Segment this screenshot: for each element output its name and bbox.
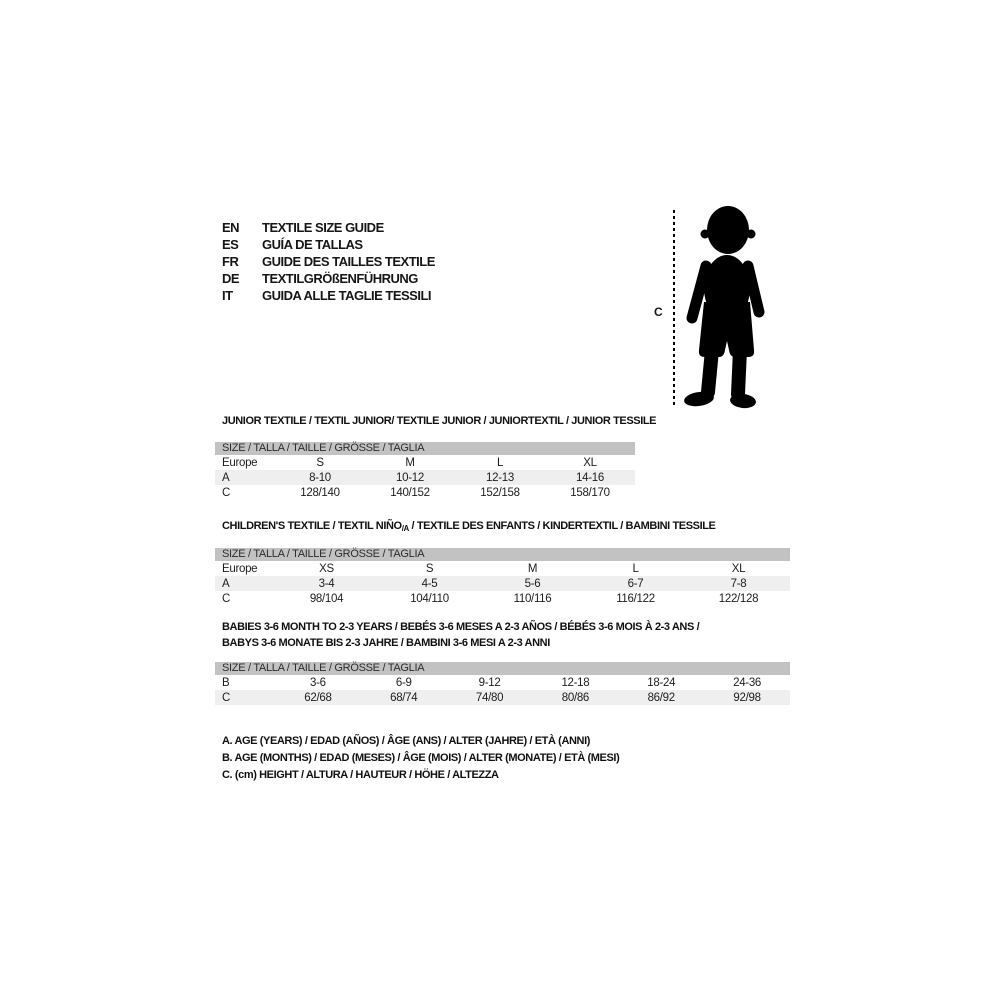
size-cell: L xyxy=(496,456,504,469)
table-row-months: B 3-6 6-9 9-12 12-18 18-24 24-36 xyxy=(215,675,790,690)
age-cell: 3-4 xyxy=(318,577,335,590)
row-label: C xyxy=(222,486,231,499)
height-cell: 116/122 xyxy=(616,592,655,605)
months-cell: 12-18 xyxy=(561,676,590,689)
language-row-es: ES GUÍA DE TALLAS xyxy=(222,236,435,253)
table-row-age: A 3-4 4-5 5-6 6-7 7-8 xyxy=(215,576,790,591)
footnote-height: C. (cm) HEIGHT / ALTURA / HAUTEUR / HÖHE… xyxy=(222,769,499,782)
height-measure-line xyxy=(673,210,675,408)
table-row-age: A 8-10 10-12 12-13 14-16 xyxy=(215,470,635,485)
age-cell: 8-10 xyxy=(309,471,331,484)
language-row-en: EN TEXTILE SIZE GUIDE xyxy=(222,219,435,236)
row-label: A xyxy=(222,471,230,484)
age-cell: 14-16 xyxy=(576,471,604,484)
child-figure: C xyxy=(648,203,778,415)
age-cell: 12-13 xyxy=(486,471,514,484)
footnote-age-months: B. AGE (MONTHS) / EDAD (MESES) / ÂGE (MO… xyxy=(222,752,620,765)
height-cell: 128/140 xyxy=(300,486,340,499)
size-cell: L xyxy=(632,562,639,575)
height-cell: 152/158 xyxy=(480,486,520,499)
language-label: TEXTILE SIZE GUIDE xyxy=(262,220,384,235)
size-cell: XL xyxy=(731,562,746,575)
table-row-height: C 98/104 104/110 110/116 116/122 122/128 xyxy=(215,591,790,606)
language-row-it: IT GUIDA ALLE TAGLIE TESSILI xyxy=(222,287,435,304)
size-cell: M xyxy=(405,456,415,469)
row-label: C xyxy=(222,691,231,704)
table-row-europe: Europe XS S M L XL xyxy=(215,561,790,576)
language-row-de: DE TEXTILGRÖßENFÜHRUNG xyxy=(222,270,435,287)
toddler-silhouette-icon xyxy=(684,206,765,409)
height-cell: 92/98 xyxy=(733,691,761,704)
height-cell: 158/170 xyxy=(570,486,610,499)
age-cell: 7-8 xyxy=(730,577,747,590)
height-cell: 86/92 xyxy=(647,691,676,704)
months-cell: 24-36 xyxy=(733,676,762,689)
size-cell: M xyxy=(527,562,538,575)
nino-a-subscript: /A xyxy=(401,524,410,533)
height-cell: 80/86 xyxy=(561,691,590,704)
size-cell: XL xyxy=(583,456,597,469)
language-guide: EN TEXTILE SIZE GUIDE ES GUÍA DE TALLAS … xyxy=(222,219,435,304)
row-label: Europe xyxy=(222,456,258,469)
size-header-bar: SIZE / TALLA / TAILLE / GRÖSSE / TAGLIA xyxy=(215,548,790,561)
language-row-fr: FR GUIDE DES TAILLES TEXTILE xyxy=(222,253,435,270)
size-cell: XS xyxy=(319,562,334,575)
size-cell: S xyxy=(316,456,324,469)
age-cell: 10-12 xyxy=(396,471,424,484)
row-label: C xyxy=(222,592,231,605)
height-cell: 98/104 xyxy=(309,592,344,605)
language-code: FR xyxy=(222,254,239,269)
babies-title-line2: BABYS 3-6 MONATE BIS 2-3 JAHRE / BAMBINI… xyxy=(222,637,550,649)
language-code: ES xyxy=(222,237,239,252)
size-cell: S xyxy=(425,562,434,575)
height-cell: 140/152 xyxy=(390,486,430,499)
height-cell: 68/74 xyxy=(390,691,418,704)
childrens-textile-title: CHILDREN'S TEXTILE / TEXTIL NIÑO/A / TEX… xyxy=(222,520,716,533)
months-cell: 18-24 xyxy=(647,676,676,689)
table-row-europe: Europe S M L XL xyxy=(215,455,635,470)
language-code: IT xyxy=(222,288,233,303)
childrens-textile-table: SIZE / TALLA / TAILLE / GRÖSSE / TAGLIA … xyxy=(215,548,790,606)
row-label: Europe xyxy=(222,562,258,575)
row-label: B xyxy=(222,676,230,689)
height-cell: 62/68 xyxy=(304,691,332,704)
junior-textile-title: JUNIOR TEXTILE / TEXTIL JUNIOR/ TEXTILE … xyxy=(222,415,657,427)
months-cell: 6-9 xyxy=(395,676,412,689)
age-cell: 4-5 xyxy=(421,577,438,590)
height-cell: 74/80 xyxy=(475,691,504,704)
age-cell: 6-7 xyxy=(627,577,644,590)
babies-title-line1: BABIES 3-6 MONTH TO 2-3 YEARS / BEBÉS 3-… xyxy=(222,621,700,633)
table-row-height: C 128/140 140/152 152/158 158/170 xyxy=(215,485,635,500)
footnotes: A. AGE (YEARS) / EDAD (AÑOS) / ÂGE (ANS)… xyxy=(222,733,620,785)
size-header-bar: SIZE / TALLA / TAILLE / GRÖSSE / TAGLIA xyxy=(215,442,635,455)
months-cell: 3-6 xyxy=(310,676,326,689)
babies-table: SIZE / TALLA / TAILLE / GRÖSSE / TAGLIA … xyxy=(215,662,790,705)
table-row-height: C 62/68 68/74 74/80 80/86 86/92 92/98 xyxy=(215,690,790,705)
language-label: TEXTILGRÖßENFÜHRUNG xyxy=(262,271,418,286)
language-code: DE xyxy=(222,271,240,286)
height-cell: 122/128 xyxy=(718,592,759,605)
row-label: A xyxy=(222,577,230,590)
age-cell: 5-6 xyxy=(524,577,541,590)
height-cell: 110/116 xyxy=(513,592,552,605)
months-cell: 9-12 xyxy=(478,676,501,689)
footnote-age-years: A. AGE (YEARS) / EDAD (AÑOS) / ÂGE (ANS)… xyxy=(222,735,590,747)
language-code: EN xyxy=(222,220,240,235)
height-measure-label: C xyxy=(654,305,663,319)
height-cell: 104/110 xyxy=(410,592,449,605)
junior-textile-table: SIZE / TALLA / TAILLE / GRÖSSE / TAGLIA … xyxy=(215,442,635,500)
language-label: GUIDE DES TAILLES TEXTILE xyxy=(262,254,435,269)
language-label: GUIDA ALLE TAGLIE TESSILI xyxy=(262,288,432,303)
size-header-bar: SIZE / TALLA / TAILLE / GRÖSSE / TAGLIA xyxy=(215,662,790,675)
language-label: GUÍA DE TALLAS xyxy=(262,237,363,252)
